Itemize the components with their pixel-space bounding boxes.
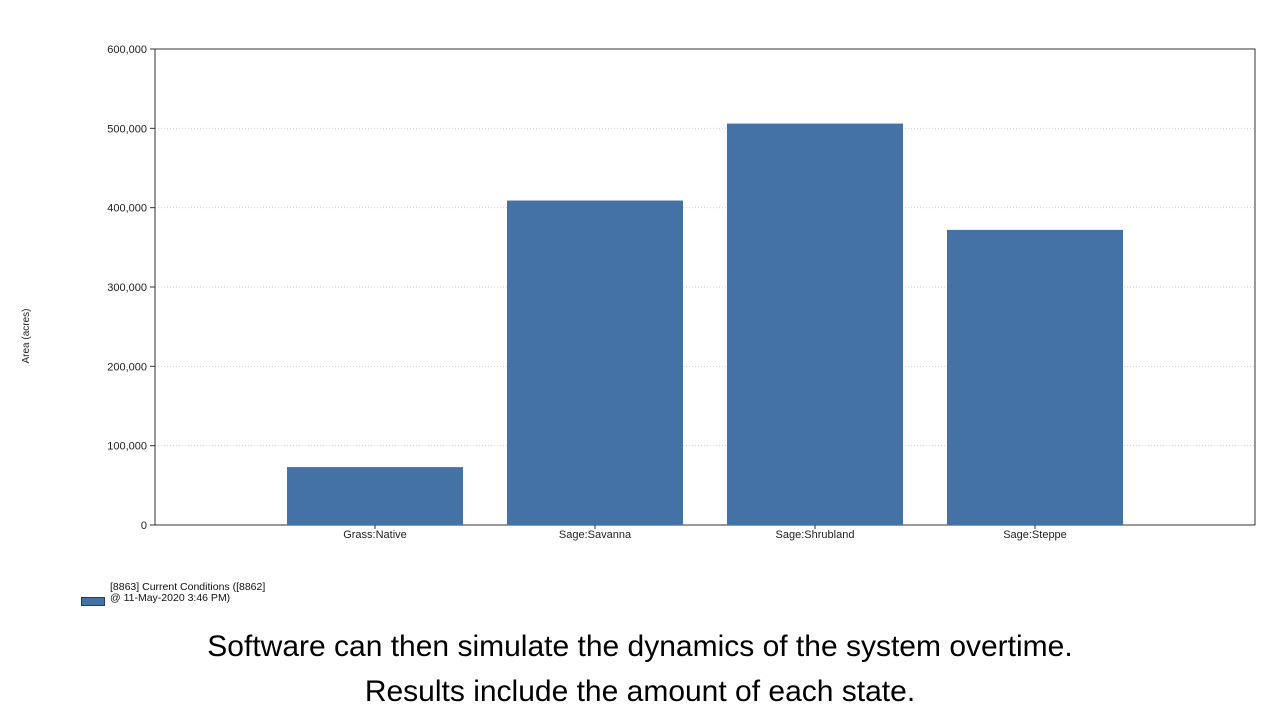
y-tick-label: 100,000 xyxy=(107,441,147,453)
y-tick-label: 600,000 xyxy=(107,44,147,56)
bar-grass-native xyxy=(287,467,463,525)
caption-line-1: Software can then simulate the dynamics … xyxy=(207,630,1073,663)
legend-swatch xyxy=(81,597,105,606)
x-axis-ticks: Grass:Native Sage:Savanna Sage:Shrubland Sa… xyxy=(343,525,1067,541)
caption-line-2: Results include the amount of each state… xyxy=(364,675,916,708)
y-tick-label: 300,000 xyxy=(107,282,147,294)
y-tick-label: 500,000 xyxy=(107,123,147,135)
bar-chart: 0 100,000 200,000 300,000 400,000 500,000 600,… xyxy=(21,44,1256,541)
x-tick-label: Sage:Shrubland xyxy=(776,529,855,541)
x-tick-label: Sage:Savanna xyxy=(559,529,632,541)
y-axis-ticks: 0 100,000 200,000 300,000 400,000 500,000 600,… xyxy=(107,44,155,532)
bar-sage-savanna xyxy=(507,200,683,525)
bar-sage-steppe xyxy=(947,229,1123,525)
x-tick-label: Grass:Native xyxy=(343,529,407,541)
gridlines xyxy=(155,127,1255,447)
y-tick-label: 200,000 xyxy=(107,361,147,373)
legend-label: [8863] Current Conditions ([8862] @ 11-M… xyxy=(110,581,266,604)
x-tick-label: Sage:Steppe xyxy=(1003,529,1067,541)
bar-sage-shrubland xyxy=(727,123,903,525)
bars xyxy=(287,123,1123,525)
y-tick-label: 0 xyxy=(141,520,147,532)
y-tick-label: 400,000 xyxy=(107,203,147,215)
y-axis-title: Area (acres) xyxy=(21,308,32,363)
